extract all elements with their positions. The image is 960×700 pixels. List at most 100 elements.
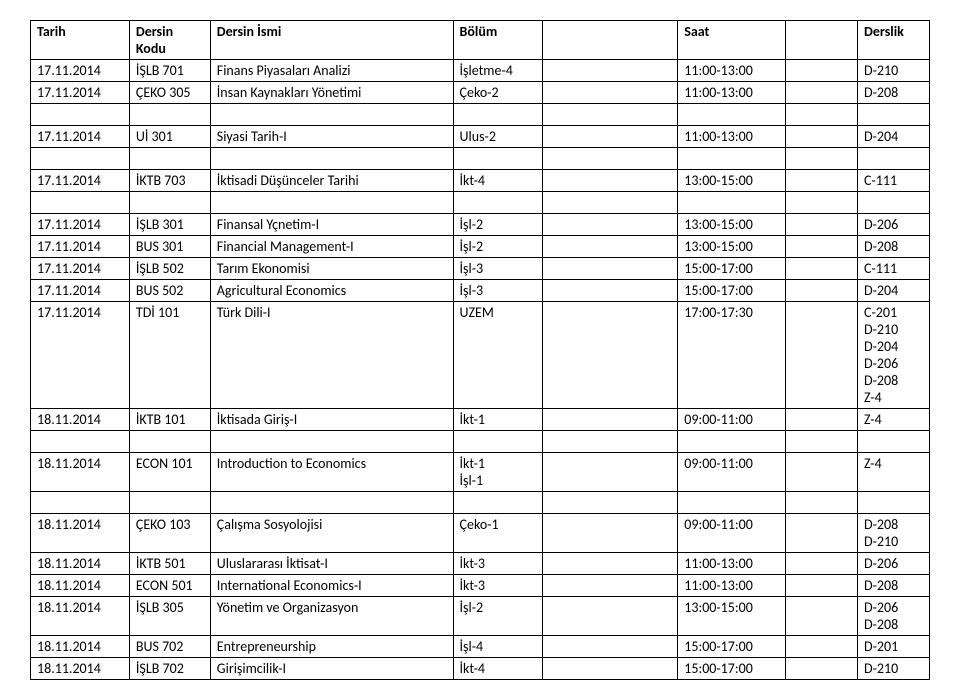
header-tarih: Tarih <box>31 21 130 60</box>
spacer-cell <box>210 431 453 453</box>
cell-kodu: BUS 301 <box>129 236 210 258</box>
spacer-cell <box>786 104 858 126</box>
cell-bolum: İkt-4 <box>453 170 543 192</box>
cell-gap1 <box>543 126 678 148</box>
cell-ismi: Çalışma Sosyolojisi <box>210 514 453 553</box>
spacer-cell <box>858 492 930 514</box>
cell-gap2 <box>786 453 858 492</box>
cell-gap1 <box>543 60 678 82</box>
table-row: 18.11.2014ECON 101Introduction to Econom… <box>31 453 930 492</box>
spacer-cell <box>678 192 786 214</box>
cell-tarih: 18.11.2014 <box>31 658 130 680</box>
cell-ismi: Uluslararası İktisat-I <box>210 553 453 575</box>
cell-saat: 09:00-11:00 <box>678 514 786 553</box>
spacer-cell <box>31 148 130 170</box>
cell-bolum: Çeko-1 <box>453 514 543 553</box>
cell-ismi: Finans Piyasaları Analizi <box>210 60 453 82</box>
cell-gap2 <box>786 214 858 236</box>
cell-kodu: İKTB 101 <box>129 409 210 431</box>
cell-kodu: İKTB 501 <box>129 553 210 575</box>
spacer-row <box>31 431 930 453</box>
spacer-cell <box>786 148 858 170</box>
cell-tarih: 18.11.2014 <box>31 553 130 575</box>
header-gap1 <box>543 21 678 60</box>
cell-gap2 <box>786 597 858 636</box>
cell-gap1 <box>543 597 678 636</box>
cell-bolum: İşl-2 <box>453 236 543 258</box>
cell-ismi: İktisada Giriş-I <box>210 409 453 431</box>
header-kodu: Dersin Kodu <box>129 21 210 60</box>
cell-saat: 15:00-17:00 <box>678 280 786 302</box>
spacer-cell <box>129 431 210 453</box>
spacer-cell <box>31 192 130 214</box>
cell-gap1 <box>543 514 678 553</box>
cell-gap2 <box>786 553 858 575</box>
spacer-cell <box>453 492 543 514</box>
spacer-cell <box>31 492 130 514</box>
cell-gap1 <box>543 214 678 236</box>
cell-bolum: UZEM <box>453 302 543 409</box>
spacer-cell <box>210 492 453 514</box>
spacer-cell <box>31 104 130 126</box>
spacer-cell <box>129 148 210 170</box>
cell-gap1 <box>543 302 678 409</box>
spacer-cell <box>786 431 858 453</box>
cell-kodu: ECON 501 <box>129 575 210 597</box>
cell-bolum: İşl-2 <box>453 214 543 236</box>
spacer-cell <box>31 431 130 453</box>
cell-bolum: İşletme-4 <box>453 60 543 82</box>
cell-tarih: 17.11.2014 <box>31 280 130 302</box>
cell-ismi: Entrepreneurship <box>210 636 453 658</box>
cell-gap2 <box>786 82 858 104</box>
cell-derslik: C-111 <box>858 258 930 280</box>
cell-saat: 13:00-15:00 <box>678 597 786 636</box>
cell-gap1 <box>543 170 678 192</box>
schedule-table: Tarih Dersin Kodu Dersin İsmi Bölüm Saat… <box>30 20 930 680</box>
cell-tarih: 17.11.2014 <box>31 214 130 236</box>
cell-tarih: 18.11.2014 <box>31 409 130 431</box>
cell-gap2 <box>786 60 858 82</box>
cell-gap2 <box>786 658 858 680</box>
cell-saat: 11:00-13:00 <box>678 82 786 104</box>
cell-bolum: İkt-1İşl-1 <box>453 453 543 492</box>
cell-derslik: C-111 <box>858 170 930 192</box>
cell-derslik: C-201D-210D-204D-206D-208Z-4 <box>858 302 930 409</box>
cell-ismi: Türk Dili-I <box>210 302 453 409</box>
cell-derslik: D-210 <box>858 658 930 680</box>
cell-tarih: 17.11.2014 <box>31 126 130 148</box>
spacer-cell <box>678 148 786 170</box>
cell-kodu: TDİ 101 <box>129 302 210 409</box>
spacer-cell <box>453 104 543 126</box>
cell-ismi: Financial Management-I <box>210 236 453 258</box>
cell-saat: 15:00-17:00 <box>678 258 786 280</box>
cell-derslik: D-208D-210 <box>858 514 930 553</box>
cell-derslik: D-208 <box>858 82 930 104</box>
cell-bolum: İkt-1 <box>453 409 543 431</box>
cell-bolum: İkt-3 <box>453 575 543 597</box>
spacer-cell <box>210 192 453 214</box>
cell-saat: 15:00-17:00 <box>678 636 786 658</box>
cell-gap1 <box>543 658 678 680</box>
cell-gap1 <box>543 409 678 431</box>
cell-kodu: İŞLB 702 <box>129 658 210 680</box>
cell-gap1 <box>543 636 678 658</box>
cell-gap2 <box>786 280 858 302</box>
cell-tarih: 17.11.2014 <box>31 302 130 409</box>
cell-kodu: İŞLB 701 <box>129 60 210 82</box>
spacer-cell <box>543 104 678 126</box>
table-row: 18.11.2014İŞLB 702Girişimcilik-Iİkt-415:… <box>31 658 930 680</box>
spacer-cell <box>129 104 210 126</box>
table-row: 17.11.2014Uİ 301Siyasi Tarih-IUlus-211:0… <box>31 126 930 148</box>
cell-kodu: İŞLB 301 <box>129 214 210 236</box>
cell-ismi: Agricultural Economics <box>210 280 453 302</box>
cell-kodu: BUS 702 <box>129 636 210 658</box>
cell-tarih: 17.11.2014 <box>31 258 130 280</box>
cell-kodu: ÇEKO 103 <box>129 514 210 553</box>
cell-gap1 <box>543 575 678 597</box>
cell-gap2 <box>786 302 858 409</box>
cell-tarih: 17.11.2014 <box>31 82 130 104</box>
cell-gap2 <box>786 258 858 280</box>
cell-bolum: İşl-4 <box>453 636 543 658</box>
cell-saat: 13:00-15:00 <box>678 170 786 192</box>
cell-gap1 <box>543 258 678 280</box>
